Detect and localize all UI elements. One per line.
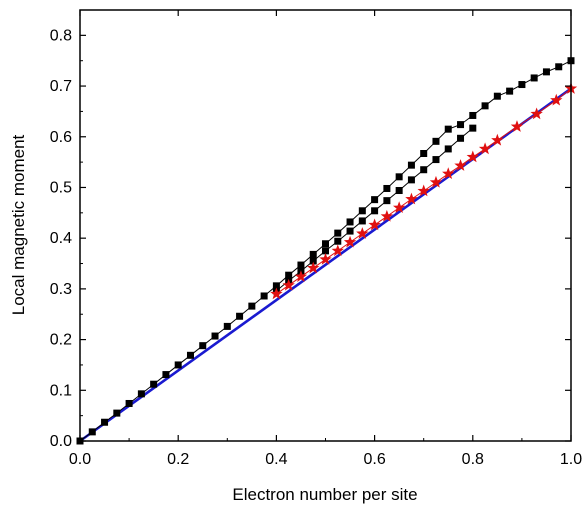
- square-point: [395, 187, 403, 195]
- square-point: [211, 332, 219, 340]
- square-point: [530, 74, 538, 82]
- square-point: [371, 207, 379, 215]
- square-point: [334, 229, 342, 237]
- square-point: [174, 361, 182, 369]
- star-point: [466, 150, 479, 163]
- y-tick-label: 0.0: [50, 433, 72, 450]
- square-point: [309, 257, 317, 265]
- square-point: [162, 371, 170, 379]
- plot-content: [76, 57, 578, 445]
- star-point: [454, 159, 467, 171]
- square-point: [260, 292, 268, 300]
- x-tick-label: 0.0: [69, 451, 91, 468]
- plot-frame: [79, 9, 572, 442]
- star-point: [319, 252, 332, 265]
- square-point: [199, 342, 207, 350]
- square-point: [383, 184, 391, 192]
- star-point: [417, 184, 430, 197]
- square-point: [493, 92, 501, 100]
- square-point: [297, 261, 305, 269]
- y-tick-label: 0.7: [50, 78, 72, 95]
- square-point: [457, 134, 465, 142]
- square-point: [420, 150, 428, 157]
- star-point: [282, 278, 295, 291]
- y-tick-label: 0.2: [50, 332, 72, 349]
- star-point: [550, 93, 563, 106]
- star-point: [356, 227, 369, 239]
- square-point: [395, 173, 403, 181]
- square-point: [322, 247, 329, 255]
- square-point: [444, 145, 452, 153]
- square-point: [469, 124, 477, 132]
- square-point: [346, 227, 354, 235]
- square-point: [506, 87, 514, 95]
- square-point: [542, 68, 550, 76]
- y-tick-label: 0.1: [50, 382, 72, 399]
- square-point: [125, 399, 133, 407]
- star-point: [491, 133, 504, 146]
- square-point: [101, 418, 109, 426]
- square-point: [407, 161, 415, 169]
- star-point: [270, 287, 283, 300]
- y-tick-label: 0.8: [50, 27, 72, 44]
- x-axis-label: Electron number per site: [232, 485, 417, 504]
- square-point: [248, 302, 256, 310]
- square-point: [223, 322, 231, 330]
- star-point: [307, 261, 320, 274]
- square-point: [371, 196, 379, 204]
- square-point: [555, 63, 563, 71]
- square-point: [334, 237, 342, 245]
- star-point: [429, 175, 443, 188]
- square-point: [407, 176, 415, 184]
- square-point: [518, 81, 526, 89]
- x-tick-label: 1.0: [560, 451, 582, 468]
- square-point: [432, 137, 440, 145]
- square-point: [346, 218, 354, 226]
- star-point: [478, 142, 492, 155]
- square-point: [309, 250, 317, 258]
- y-tick-label: 0.5: [50, 179, 72, 196]
- y-axis-label: Local magnetic moment: [9, 134, 28, 315]
- square-point: [420, 166, 428, 174]
- star-point: [392, 201, 406, 214]
- star-point: [510, 120, 524, 132]
- star-point: [368, 218, 381, 231]
- square-point: [285, 271, 293, 279]
- square-point: [481, 102, 489, 110]
- square-point: [457, 121, 465, 129]
- star-point: [331, 244, 344, 257]
- square-point: [322, 240, 329, 248]
- y-tick-label: 0.6: [50, 129, 72, 146]
- square-point: [236, 312, 244, 320]
- square-point: [272, 282, 280, 290]
- square-point: [469, 111, 477, 119]
- y-tick-label: 0.4: [50, 230, 72, 247]
- square-point: [150, 380, 158, 388]
- x-tick-label: 0.6: [363, 451, 385, 468]
- star-point: [442, 167, 455, 180]
- square-point: [186, 351, 194, 359]
- square-point: [432, 156, 440, 164]
- star-point: [530, 107, 543, 120]
- square-point: [358, 217, 366, 225]
- square-point: [358, 207, 366, 215]
- square-point: [383, 197, 391, 205]
- x-tick-label: 0.8: [462, 451, 484, 468]
- star-point: [294, 270, 308, 282]
- x-tick-label: 0.2: [167, 451, 189, 468]
- star-point: [405, 192, 418, 205]
- star-point: [343, 235, 357, 248]
- star-point: [380, 209, 394, 222]
- y-tick-label: 0.3: [50, 281, 72, 298]
- x-tick-label: 0.4: [265, 451, 287, 468]
- axis-ticks: 0.0 0.2 0.4 0.6 0.8 1.0 0.0 0.1 0.2 0.3 0.4 0.5 0.6 0…: [50, 10, 582, 468]
- square-point: [137, 390, 145, 398]
- square-point: [444, 125, 452, 133]
- square-point: [113, 409, 121, 417]
- square-point: [88, 428, 96, 436]
